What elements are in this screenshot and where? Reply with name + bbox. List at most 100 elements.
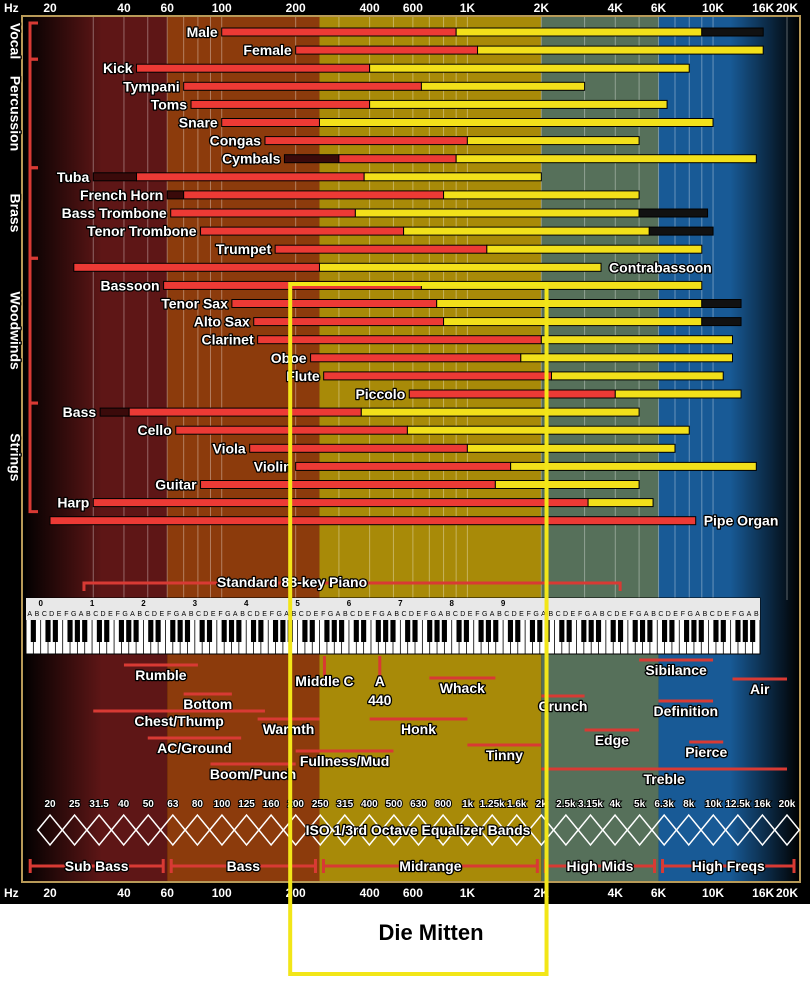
eq-band-label: 1k [462, 799, 474, 810]
key-note-label: A [181, 611, 186, 618]
key-note-label: A [490, 611, 495, 618]
key-note-label: C [145, 611, 150, 618]
key-note-label: C [710, 611, 715, 618]
key-note-label: F [270, 611, 274, 618]
label-bass: Bass [63, 404, 97, 420]
bar-violin: Violin [253, 457, 757, 476]
fundamental-range [73, 262, 320, 272]
key-note-label: B [703, 611, 708, 618]
harmonic-range [494, 480, 640, 489]
key-note-label: F [578, 611, 582, 618]
key-note-label: A [79, 611, 84, 618]
key-note-label: D [203, 611, 208, 618]
key-note-label: B [343, 611, 348, 618]
key-note-label: F [475, 611, 479, 618]
harmonic-range [369, 99, 668, 109]
key-note-label: C [42, 611, 47, 618]
eq-band-label: 16k [754, 799, 771, 810]
key-note-label: F [681, 611, 685, 618]
fundamental-range [274, 244, 488, 254]
key-note-label: A [27, 611, 32, 618]
piano-range-bracket [82, 581, 622, 591]
group-woodwinds: Woodwinds [6, 256, 38, 405]
fundamental-range [183, 81, 422, 91]
bar-tenor-sax: Tenor Sax [160, 294, 742, 313]
key-note-label: D [101, 611, 106, 618]
bar-trumpet: Trumpet [215, 240, 703, 259]
label-female: Female [243, 42, 291, 58]
label-male: Male [187, 24, 218, 40]
key-note-label: B [189, 611, 194, 618]
extended-range [701, 27, 764, 37]
key-note-label: B [86, 611, 91, 618]
key-note-label: G [636, 611, 641, 618]
bar-tympani: Tympani [122, 77, 586, 96]
key-note-label: D [563, 611, 568, 618]
descriptor-label: Rumble [135, 667, 187, 683]
tick-bottom-4k: 4K [608, 886, 624, 900]
zone-labels: Sub Bass Bass Midrange High Mids High Freqs [28, 857, 796, 875]
key-note-label: E [622, 611, 627, 618]
key-note-label: E [365, 611, 370, 618]
sub-range [92, 172, 138, 182]
extended-range [701, 317, 742, 327]
eq-label: ISO 1/3rd Octave Equalizer Bands [306, 822, 531, 838]
key-note-label: E [570, 611, 575, 618]
fundamental-range [323, 371, 553, 381]
eq-band-label: 80 [192, 799, 204, 810]
harmonic-range [455, 27, 703, 37]
key-note-label: B [600, 611, 605, 618]
group-label: Strings [7, 433, 23, 481]
bar-tenor-trombone: Tenor Trombone [86, 222, 714, 240]
eq-band-label: 12.5k [725, 799, 750, 810]
key-note-label: C [299, 611, 304, 618]
fundamental-range [253, 317, 445, 327]
label-tuba: Tuba [57, 169, 90, 185]
tick-bottom-60: 60 [161, 886, 175, 900]
harmonic-range [477, 45, 764, 55]
eq-band-label: 4k [609, 799, 621, 810]
key-note-label: G [482, 611, 487, 618]
label-piccolo: Piccolo [355, 386, 405, 402]
descriptor-label: Treble [644, 771, 685, 787]
descriptor-label: Fullness/Mud [300, 753, 389, 769]
eq-band-label: 400 [361, 799, 378, 810]
key-note-label: E [416, 611, 421, 618]
zone-label-text: Sub Bass [65, 858, 129, 874]
harmonic-range [587, 498, 654, 508]
key-note-label: E [262, 611, 267, 618]
tick-bottom-20: 20 [43, 886, 57, 900]
descriptor-edge: Edge [584, 728, 640, 749]
octave-number: 9 [501, 599, 506, 608]
key-note-label: C [607, 611, 612, 618]
zone-label-text: Midrange [399, 858, 461, 874]
descriptor-middle-c: Middle C [294, 656, 355, 690]
key-note-label: B [754, 611, 759, 618]
tick-bottom-600: 600 [403, 886, 423, 900]
octave-number: 2 [141, 599, 146, 608]
group-bracket [28, 401, 38, 514]
key-note-label: F [218, 611, 222, 618]
fundamental-range [49, 516, 697, 526]
key-note-label: A [387, 611, 392, 618]
label-bassoon: Bassoon [100, 277, 159, 293]
instrument-groups: Vocal Percussion Brass Woodwinds Strings [6, 21, 38, 514]
label-flute: Flute [286, 368, 320, 384]
fundamental-range [221, 118, 320, 127]
fundamental-range [136, 172, 365, 182]
key-note-label: G [533, 611, 538, 618]
key-note-label: A [233, 611, 238, 618]
key-note-label: B [394, 611, 399, 618]
tick-top-40: 40 [117, 1, 131, 15]
harmonic-range [420, 81, 586, 91]
descriptor-label: Middle C [295, 673, 353, 689]
descriptor-chest-thump: Chest/Thump [93, 709, 265, 730]
eq-band-label: 63 [167, 799, 179, 810]
key-note-label: F [629, 611, 633, 618]
key-note-label: F [424, 611, 428, 618]
eq-band-label: 6.3k [654, 799, 674, 810]
key-note-label: D [666, 611, 671, 618]
descriptor-air: Air [732, 677, 787, 698]
tick-top-400: 400 [360, 1, 380, 15]
